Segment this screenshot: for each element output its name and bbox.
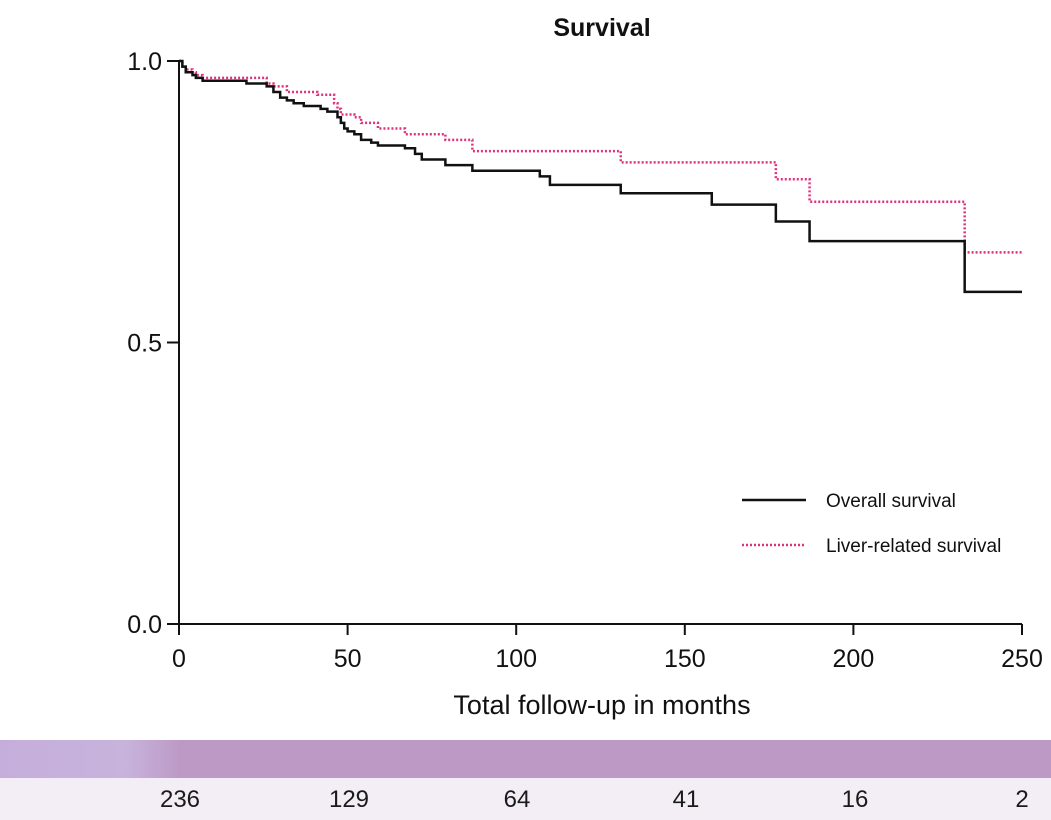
- x-axis-label: Total follow-up in months: [453, 690, 750, 720]
- x-tick-label: 0: [172, 645, 186, 673]
- risk-count: 2: [1015, 786, 1029, 813]
- x-tick-label: 100: [495, 645, 537, 673]
- chart-svg: Survival 0.0 0.5 1.0 0 50 100 150 200 250 Total fo…: [127, 14, 1043, 720]
- risk-table-header-band: [0, 740, 1051, 778]
- legend-label: Overall survival: [826, 491, 956, 512]
- risk-table-header-fade: [0, 740, 180, 778]
- risk-count: 41: [672, 786, 700, 813]
- risk-count: 129: [328, 786, 370, 813]
- y-tick-label: 0.5: [127, 330, 162, 358]
- survival-chart: Survival 0.0 0.5 1.0 0 50 100 150 200 250 Total fo…: [127, 14, 1043, 720]
- legend-label: Liver-related survival: [826, 536, 1001, 557]
- chart-title: Survival: [553, 14, 650, 42]
- x-tick-label: 200: [833, 645, 875, 673]
- overall-survival-curve: [179, 59, 1022, 294]
- risk-count: 236: [159, 786, 201, 813]
- x-tick-label: 150: [664, 645, 706, 673]
- liver-related-survival-curve: [179, 59, 1022, 254]
- y-tick-label: 0.0: [127, 611, 162, 639]
- risk-count: 64: [503, 786, 531, 813]
- risk-count: 16: [841, 786, 869, 813]
- y-tick-label: 1.0: [127, 48, 162, 76]
- x-tick-label: 250: [1001, 645, 1043, 673]
- x-tick-label: 50: [334, 645, 362, 673]
- number-at-risk-row: 236 129 64 41 16 2: [0, 778, 1051, 820]
